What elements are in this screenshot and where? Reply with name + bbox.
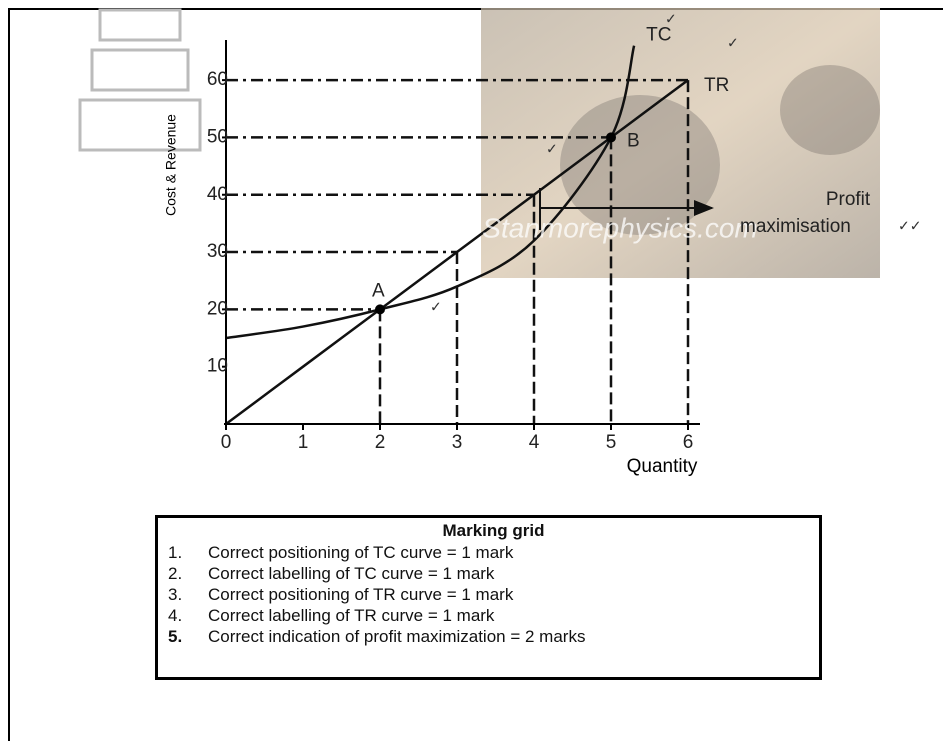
y-tick-label: 10 [207, 356, 228, 377]
grid-item-text: Correct labelling of TC curve = 1 mark [208, 563, 494, 584]
chart: Cost & Revenue Quantity Stanmorephysics.… [0, 0, 943, 500]
y-tick-label: 50 [207, 126, 228, 147]
grid-item: 3.Correct positioning of TR curve = 1 ma… [168, 584, 819, 605]
grid-item-number: 1. [168, 542, 208, 563]
x-tick-label: 6 [683, 432, 694, 453]
x-tick-label: 5 [606, 432, 617, 453]
annotation: Profit [826, 189, 871, 210]
logo [80, 10, 200, 150]
point-label: B [627, 130, 640, 151]
marking-grid: Marking grid 1.Correct positioning of TC… [155, 515, 822, 680]
watermark: Stanmorephysics.com [482, 212, 757, 243]
checkmark: ✓✓ [898, 218, 921, 234]
grid-item: 5.Correct indication of profit maximizat… [168, 626, 819, 647]
x-tick-label: 4 [529, 432, 540, 453]
x-tick-label: 3 [452, 432, 463, 453]
marking-grid-title: Marking grid [168, 521, 819, 541]
x-tick-label: 0 [221, 432, 232, 453]
grid-item: 4.Correct labelling of TR curve = 1 mark [168, 605, 819, 626]
photo-pot [780, 65, 880, 155]
y-tick-label: 40 [207, 184, 228, 205]
y-tick-label: 30 [207, 241, 228, 262]
x-tick-label: 2 [375, 432, 386, 453]
y-axis-label: Cost & Revenue [163, 114, 179, 216]
point-label: A [372, 280, 385, 301]
grid-item-number: 5. [168, 626, 208, 647]
grid-item-text: Correct indication of profit maximizatio… [208, 626, 585, 647]
point [606, 132, 616, 142]
grid-item: 2.Correct labelling of TC curve = 1 mark [168, 563, 819, 584]
y-tick-label: 60 [207, 69, 228, 90]
grid-item-number: 4. [168, 605, 208, 626]
checkmark: ✓ [727, 35, 739, 51]
series-label: TR [704, 75, 729, 96]
checkmark: ✓ [665, 11, 677, 27]
page: Cost & Revenue Quantity Stanmorephysics.… [0, 0, 943, 741]
grid-item-number: 2. [168, 563, 208, 584]
grid-item-text: Correct positioning of TC curve = 1 mark [208, 542, 513, 563]
grid-item-text: Correct labelling of TR curve = 1 mark [208, 605, 494, 626]
grid-item: 1.Correct positioning of TC curve = 1 ma… [168, 542, 819, 563]
grid-item-number: 3. [168, 584, 208, 605]
series-label: TC [646, 25, 671, 46]
checkmark: ✓ [430, 299, 442, 315]
annotation: maximisation [740, 216, 851, 237]
x-axis-label: Quantity [627, 456, 698, 477]
grid-item-text: Correct positioning of TR curve = 1 mark [208, 584, 513, 605]
point [375, 304, 385, 314]
x-tick-label: 1 [298, 432, 309, 453]
y-tick-label: 20 [207, 298, 228, 319]
checkmark: ✓ [546, 141, 558, 157]
